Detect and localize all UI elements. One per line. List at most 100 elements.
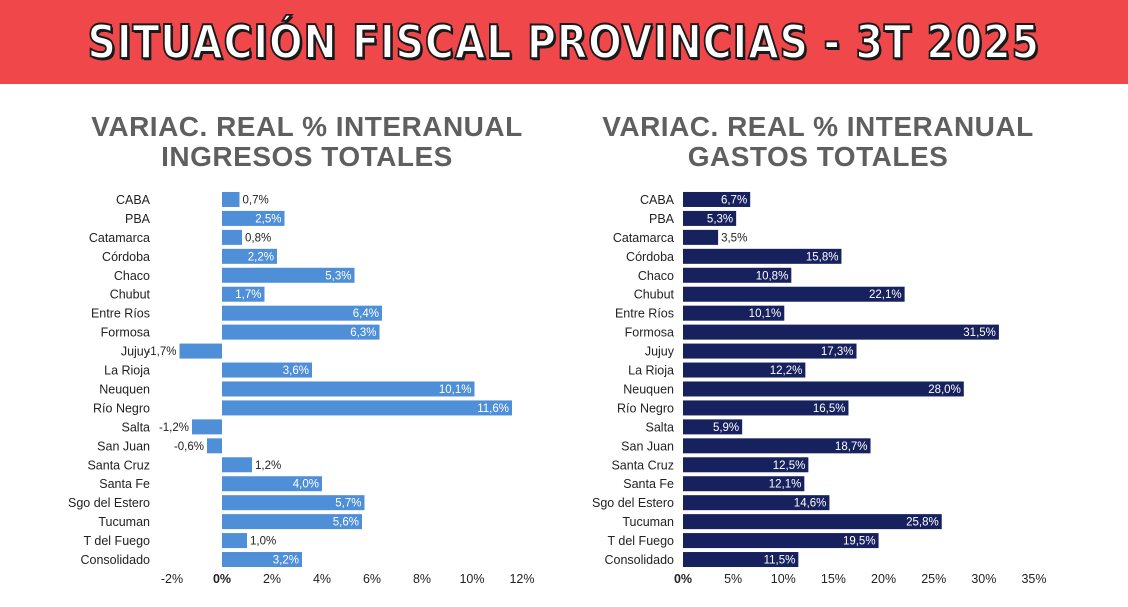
category-label: Chaco [114, 269, 150, 283]
value-label: 15,8% [806, 251, 839, 263]
category-label: Santa Cruz [87, 458, 150, 472]
value-label: 14,6% [794, 498, 827, 510]
value-label: 5,7% [335, 498, 361, 510]
category-label: Catamarca [89, 231, 150, 245]
value-label: 25,8% [906, 517, 939, 529]
x-tick-label: 15% [821, 572, 846, 586]
x-tick-label: 12% [509, 572, 534, 586]
bar-17 [222, 514, 362, 530]
value-label: 0,7% [243, 194, 269, 206]
x-tick-label: 10% [459, 572, 484, 586]
value-label: 10,1% [439, 384, 472, 396]
chart-title-line-1: VARIAC. REAL % INTERANUAL [91, 111, 523, 142]
category-label: La Rioja [104, 364, 150, 378]
bar-16 [222, 495, 365, 511]
category-label: Sgo del Estero [592, 496, 674, 510]
category-label: T del Fuego [84, 534, 151, 548]
category-label: Tucuman [622, 515, 674, 529]
bar-14 [222, 457, 252, 473]
category-label: Sgo del Estero [68, 496, 150, 510]
x-tick-label: 8% [413, 572, 431, 586]
bar-17 [683, 514, 942, 530]
category-label: Entre Ríos [91, 307, 150, 321]
x-tick-label: 4% [313, 572, 331, 586]
bar-10 [222, 381, 475, 397]
bar-7 [683, 324, 999, 340]
chart-title-line-1: VARIAC. REAL % INTERANUAL [602, 111, 1034, 142]
value-label: 0,8% [245, 232, 271, 244]
bar-19 [222, 552, 302, 568]
value-label: 6,4% [353, 308, 379, 320]
value-label: -1,2% [159, 422, 189, 434]
bar-12 [192, 419, 222, 435]
bar-15 [222, 476, 322, 492]
category-label: CABA [116, 193, 151, 207]
bar-0 [683, 191, 751, 207]
category-label: Santa Fe [623, 477, 674, 491]
value-label: 12,1% [769, 479, 802, 491]
bar-11 [683, 400, 849, 416]
value-label: 17,3% [821, 346, 854, 358]
bar-11 [222, 400, 512, 416]
value-label: 5,6% [333, 517, 359, 529]
category-label: Consolidado [81, 553, 151, 567]
bar-6 [683, 305, 785, 321]
category-label: Chaco [638, 269, 674, 283]
bar-9 [683, 362, 806, 378]
value-label: 2,2% [248, 251, 274, 263]
bar-1 [222, 210, 285, 226]
value-label: 5,9% [713, 422, 739, 434]
category-label: Río Negro [93, 401, 150, 415]
category-label: Jujuy [121, 345, 151, 359]
value-label: 10,1% [749, 308, 782, 320]
category-label: Catamarca [613, 231, 674, 245]
bar-5 [683, 286, 905, 302]
bar-13 [683, 438, 871, 454]
category-label: Río Negro [617, 401, 674, 415]
category-label: Entre Ríos [615, 307, 674, 321]
page-title: SITUACIÓN FISCAL PROVINCIAS - 3T 2025 [87, 14, 1041, 70]
category-label: San Juan [621, 439, 674, 453]
bar-6 [222, 305, 382, 321]
bar-2 [222, 229, 242, 245]
category-label: Neuquen [99, 382, 150, 396]
bar-14 [683, 457, 809, 473]
bar-4 [222, 267, 355, 283]
bar-8 [683, 343, 857, 359]
category-label: Consolidado [605, 553, 675, 567]
bar-4 [683, 267, 792, 283]
category-label: PBA [649, 212, 675, 226]
category-label: Salta [122, 420, 151, 434]
category-label: CABA [640, 193, 675, 207]
bar-9 [222, 362, 312, 378]
value-label: 5,3% [325, 270, 351, 282]
value-label: 1,7% [235, 289, 261, 301]
bar-8 [179, 343, 222, 359]
category-label: San Juan [97, 439, 150, 453]
value-label: 1,2% [255, 460, 281, 472]
value-label: -0,6% [174, 441, 204, 453]
x-tick-label: 35% [1021, 572, 1046, 586]
category-label: Santa Cruz [611, 458, 674, 472]
category-label: Neuquen [623, 382, 674, 396]
category-label: La Rioja [628, 364, 674, 378]
bar-18 [683, 533, 879, 549]
x-tick-label: 6% [363, 572, 381, 586]
value-label: 5,3% [707, 213, 733, 225]
x-tick-label: 2% [263, 572, 281, 586]
bar-10 [683, 381, 964, 397]
bar-13 [207, 438, 222, 454]
category-label: T del Fuego [608, 534, 675, 548]
value-label: 3,6% [283, 365, 309, 377]
value-label: 4,0% [293, 479, 319, 491]
value-label: 6,3% [350, 327, 376, 339]
value-label: 12,5% [773, 460, 806, 472]
bar-12 [683, 419, 743, 435]
category-label: PBA [125, 212, 151, 226]
value-label: 16,5% [813, 403, 846, 415]
category-label: Formosa [625, 326, 674, 340]
bar-1 [683, 210, 737, 226]
category-label: Salta [646, 420, 675, 434]
value-label: 12,2% [770, 365, 803, 377]
x-tick-label: 20% [871, 572, 896, 586]
